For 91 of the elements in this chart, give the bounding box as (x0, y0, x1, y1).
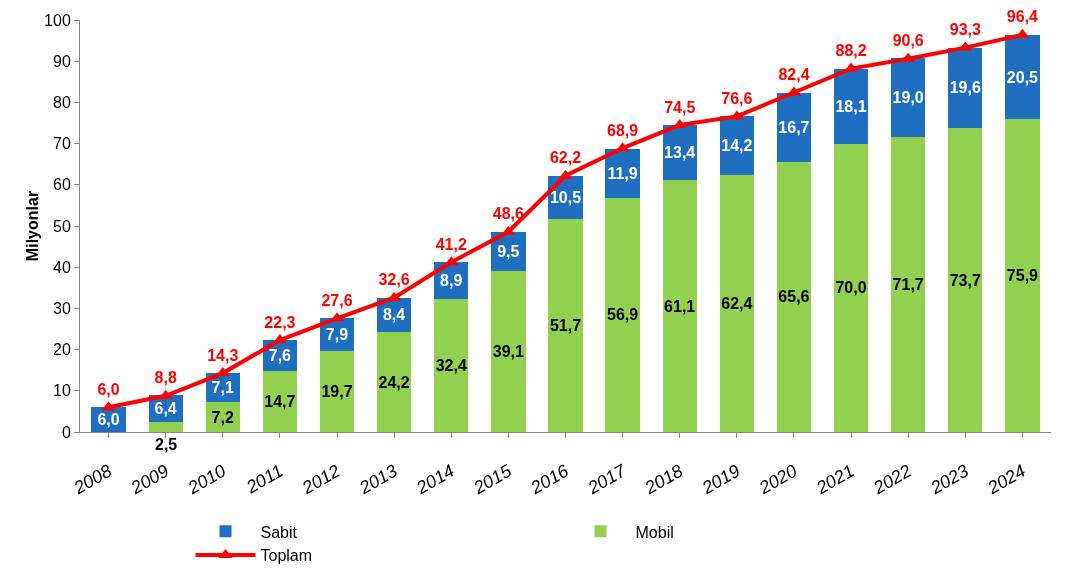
data-label: 62,4 (721, 294, 753, 312)
data-label: 41,2 (435, 235, 467, 253)
data-label: 51,7 (549, 317, 582, 334)
bar (377, 332, 412, 432)
y-tick-label: 0 (61, 423, 71, 441)
x-tick-label: 2021 (812, 460, 858, 499)
data-label: 96,4 (1006, 8, 1039, 26)
y-tick-label: 80 (53, 94, 71, 111)
data-label: 19,0 (892, 88, 924, 106)
data-label: 6,0 (97, 380, 120, 398)
bar (262, 371, 298, 432)
data-label: 16,7 (778, 118, 810, 136)
legend-label: Sabit (260, 523, 298, 541)
data-label: 6,4 (154, 400, 177, 418)
y-tick-label: 40 (53, 258, 71, 276)
y-tick-label: 70 (53, 135, 71, 153)
data-label: 9,5 (497, 242, 520, 260)
data-label: 76,6 (721, 89, 753, 107)
bar (662, 180, 697, 432)
bar (605, 197, 640, 432)
data-label: 32,4 (435, 356, 467, 374)
bar (148, 421, 183, 432)
y-tick-label: 50 (53, 217, 71, 235)
data-label: 75,9 (1006, 267, 1039, 285)
x-tick-label: 2009 (126, 460, 173, 499)
x-tick-label: 2012 (297, 460, 344, 499)
point (787, 86, 801, 96)
bar (776, 161, 812, 432)
y-tick-label: 20 (53, 341, 71, 359)
data-label: 18,1 (835, 97, 867, 115)
data-label: 19,7 (321, 382, 353, 400)
data-label: 14,2 (721, 137, 753, 155)
data-label: 24,2 (378, 373, 410, 391)
data-label: 27,6 (321, 291, 353, 309)
point (330, 312, 344, 322)
data-label: 71,7 (892, 275, 924, 293)
data-label: 93,3 (949, 21, 981, 39)
data-label: 65,6 (778, 288, 810, 306)
bar (1005, 119, 1040, 432)
data-label: 20,5 (1006, 68, 1039, 86)
data-label: 14,7 (264, 393, 296, 411)
x-tick-label: 2022 (869, 460, 915, 499)
bar (548, 219, 583, 432)
data-label: 2,5 (155, 436, 178, 453)
bar (833, 143, 869, 432)
data-label: 39,1 (492, 342, 525, 360)
data-label: 7,1 (211, 379, 234, 397)
y-tick-label: 90 (53, 52, 71, 70)
data-label: 88,2 (835, 42, 867, 60)
data-label: 8,9 (440, 271, 463, 289)
x-tick-label: 2020 (754, 460, 801, 499)
data-label: 19,6 (949, 79, 981, 97)
data-label: 68,9 (607, 121, 639, 139)
data-label: 32,6 (378, 271, 410, 289)
y-axis-title: Milyonlar (24, 190, 41, 262)
data-label: 74,5 (664, 98, 696, 116)
data-label: 8,4 (382, 306, 406, 324)
data-label: 7,2 (211, 408, 234, 426)
data-label: 73,7 (949, 271, 981, 289)
data-label: 70,0 (835, 279, 867, 297)
x-tick-label: 2011 (242, 460, 287, 498)
legend-label: Toplam (260, 547, 313, 565)
bar (491, 270, 526, 432)
bar (319, 350, 355, 432)
data-label: 61,1 (664, 297, 696, 315)
x-tick-label: 2010 (183, 460, 230, 499)
data-label: 22,3 (264, 313, 296, 331)
bar (1005, 34, 1040, 120)
data-label: 48,6 (492, 205, 525, 223)
data-label: 82,4 (778, 66, 810, 84)
y-tick-label: 60 (53, 176, 71, 194)
y-tick-label: 30 (53, 300, 71, 317)
data-label: 14,3 (207, 346, 239, 364)
data-label: 7,9 (325, 326, 349, 344)
legend-label: Mobil (635, 523, 674, 541)
data-label: 13,4 (664, 144, 696, 162)
data-label: 90,6 (892, 32, 924, 50)
y-tick-label: 100 (44, 11, 71, 29)
data-label: 6,0 (97, 411, 120, 429)
data-label: 62,2 (549, 149, 582, 167)
bar (891, 136, 926, 432)
x-tick-label: 2019 (697, 460, 744, 499)
bar (948, 128, 983, 432)
data-label: 10,5 (549, 188, 582, 206)
bar (434, 298, 469, 432)
data-label: 11,9 (607, 164, 638, 182)
data-label: 8,8 (154, 369, 177, 387)
data-label: 7,6 (268, 347, 292, 365)
y-tick-label: 10 (53, 382, 71, 400)
bar (719, 174, 754, 432)
data-label: 56,9 (606, 306, 639, 324)
